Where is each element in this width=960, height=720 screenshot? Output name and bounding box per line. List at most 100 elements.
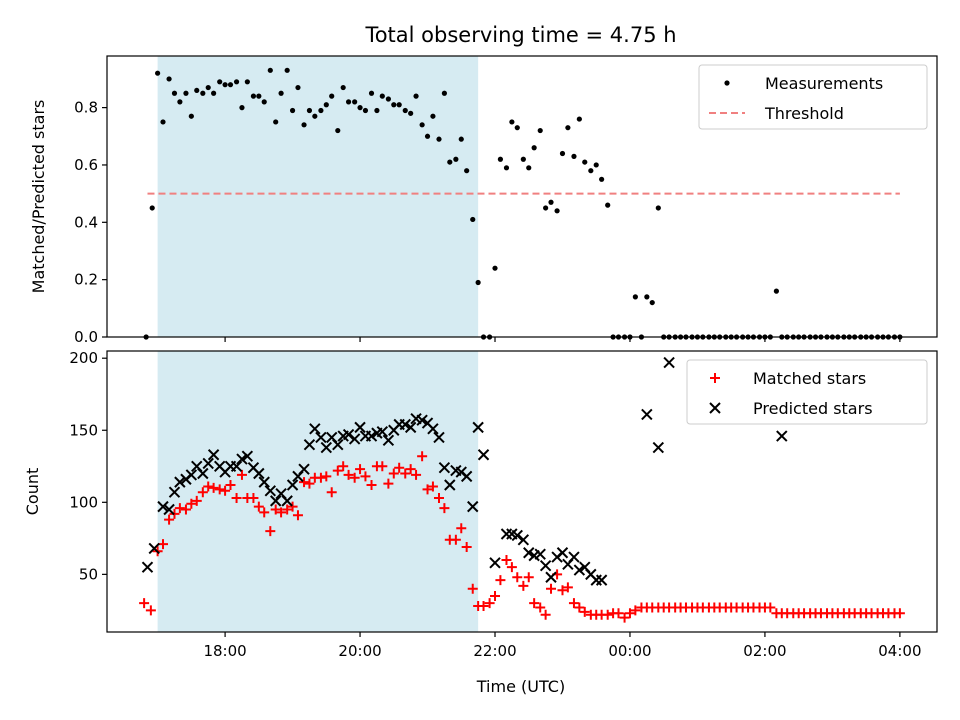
data-point <box>489 557 501 569</box>
data-point <box>348 433 361 445</box>
data-point <box>270 504 281 515</box>
data-point <box>197 487 208 498</box>
data-point <box>554 208 560 214</box>
data-point <box>174 503 185 514</box>
data-point <box>539 560 552 572</box>
data-point <box>405 464 416 475</box>
data-point <box>145 605 156 616</box>
data-point <box>299 477 310 488</box>
x-tick-label: 00:00 <box>608 642 651 660</box>
data-point <box>332 465 343 476</box>
data-point <box>619 612 630 623</box>
data-point <box>289 107 296 114</box>
data-point <box>605 202 611 208</box>
data-point <box>416 414 428 426</box>
y-tick-label: 0.2 <box>74 271 98 289</box>
x-tick-label: 20:00 <box>338 642 381 660</box>
data-point <box>292 510 303 521</box>
data-point <box>177 99 183 105</box>
data-point <box>475 279 481 286</box>
data-point <box>396 102 402 108</box>
data-point <box>571 153 577 159</box>
data-point <box>894 608 905 619</box>
data-point <box>374 107 380 114</box>
data-point <box>329 93 335 99</box>
data-point <box>200 90 206 96</box>
data-point <box>321 471 332 482</box>
data-point <box>427 481 438 492</box>
data-point <box>632 294 638 300</box>
data-point <box>523 547 535 559</box>
data-point <box>355 464 366 475</box>
data-point <box>478 601 489 612</box>
data-point <box>360 471 371 482</box>
data-point <box>624 608 635 619</box>
data-point <box>641 408 653 421</box>
data-point <box>286 479 299 491</box>
data-point <box>424 133 431 139</box>
data-point <box>332 438 344 451</box>
data-point <box>773 288 779 294</box>
data-point <box>377 461 388 472</box>
data-point <box>259 507 270 518</box>
axes-frame <box>106 350 938 633</box>
data-point <box>379 93 385 99</box>
data-point <box>408 110 414 116</box>
data-point <box>427 423 439 435</box>
data-point <box>185 469 198 481</box>
data-point <box>460 470 473 483</box>
data-point <box>231 492 242 503</box>
data-point <box>765 602 776 613</box>
data-point <box>518 580 529 591</box>
observing-window-shade <box>157 351 479 632</box>
legend-box <box>686 359 928 425</box>
legend-box <box>698 64 928 130</box>
y-axis-label: Matched/Predicted stars <box>29 100 48 294</box>
data-point <box>422 484 433 495</box>
data-point <box>304 478 315 489</box>
data-point <box>535 602 546 613</box>
data-point <box>456 523 467 534</box>
data-point <box>250 93 257 99</box>
data-point <box>301 122 307 128</box>
data-point <box>326 487 337 498</box>
data-point <box>438 462 451 474</box>
data-point <box>309 423 321 435</box>
data-point <box>391 102 397 108</box>
data-point <box>404 421 417 434</box>
data-point <box>160 119 166 125</box>
data-point <box>241 450 254 462</box>
data-point <box>548 199 554 205</box>
data-point <box>194 87 200 94</box>
data-point <box>509 119 515 125</box>
data-point <box>343 469 354 480</box>
data-point <box>163 503 175 516</box>
data-point <box>306 107 313 114</box>
data-point <box>202 457 214 470</box>
data-point <box>447 159 453 165</box>
x-tick-label: 18:00 <box>203 642 246 660</box>
data-point <box>595 574 608 586</box>
data-point <box>388 468 399 479</box>
y-tick-label: 0.4 <box>74 213 98 231</box>
data-point <box>655 205 661 211</box>
data-point <box>417 451 428 462</box>
data-point <box>203 481 214 492</box>
data-point <box>365 430 378 442</box>
ratio-panel: 0.0 0.2 0.4 0.6 0.8 Matched/Predicted stars Me… <box>29 55 938 346</box>
data-point <box>523 572 534 583</box>
data-point <box>222 82 228 88</box>
data-point <box>278 90 284 96</box>
data-point <box>366 480 377 491</box>
data-point <box>148 542 160 555</box>
data-point <box>520 156 526 162</box>
data-point <box>492 265 498 271</box>
data-point <box>312 113 318 119</box>
data-point <box>342 428 355 441</box>
observing-window-shade <box>157 56 479 337</box>
series-predicted-stars <box>141 356 788 586</box>
data-point <box>166 76 172 82</box>
data-point <box>320 441 333 454</box>
data-point <box>652 441 665 454</box>
